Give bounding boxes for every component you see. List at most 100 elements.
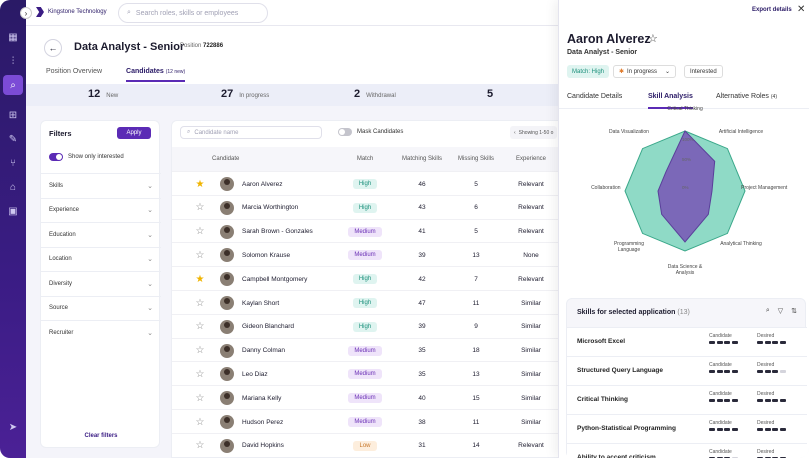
page-title: Data Analyst - Senior — [74, 41, 185, 53]
graduation-icon[interactable]: ⌂ — [9, 181, 17, 193]
tab-skill-analysis[interactable]: Skill Analysis — [648, 93, 693, 109]
star-icon[interactable]: ☆ — [195, 297, 205, 309]
close-icon[interactable]: ✕ — [797, 4, 806, 15]
collapse-nav-button[interactable]: › — [20, 7, 32, 19]
star-icon[interactable]: ★ — [195, 273, 205, 285]
show-interested-label: Show only interested — [68, 154, 124, 160]
branch-icon[interactable]: ⑂ — [10, 157, 16, 169]
back-button[interactable]: ← — [44, 39, 62, 57]
apply-filters-button[interactable]: Apply — [117, 127, 151, 139]
tab-alternative-roles[interactable]: Alternative Roles (4) — [716, 93, 777, 100]
filter-recruiter[interactable]: Recruiter ⌄ — [41, 320, 161, 344]
match-badge: Medium — [348, 417, 382, 427]
star-icon[interactable]: ☆ — [195, 226, 205, 238]
filter-skills[interactable]: Skills ⌄ — [41, 173, 161, 197]
skill-row[interactable]: Critical Thinking Candidate Desired — [567, 385, 807, 414]
export-details-link[interactable]: Export details — [752, 7, 792, 13]
tab-candidate-details[interactable]: Candidate Details — [567, 93, 623, 100]
chevron-left-icon[interactable]: ‹ — [514, 129, 516, 136]
dashboard-icon[interactable]: ▦ — [8, 31, 18, 43]
filter-label: Education — [49, 231, 76, 238]
status-dropdown[interactable]: ✱ In progress ⌄ — [613, 65, 677, 78]
mask-candidates-toggle[interactable] — [338, 128, 352, 136]
tab-candidates[interactable]: Candidates (12 new) — [126, 68, 186, 82]
search-talent-icon[interactable]: ⌕ — [3, 75, 23, 95]
interested-chip[interactable]: Interested — [684, 65, 723, 78]
table-row[interactable]: ☆ Kaylan Short High 47 11 Similar — [172, 290, 560, 314]
missing-skills-value: 18 — [472, 347, 480, 355]
star-icon[interactable]: ☆ — [195, 368, 205, 380]
search-icon[interactable]: ⌕ — [765, 307, 770, 314]
filter-education[interactable]: Education ⌄ — [41, 222, 161, 246]
stat-withdrawal[interactable]: 2 Withdrawal — [354, 88, 396, 100]
global-search-input[interactable]: ⌕ Search roles, skills or employees — [118, 3, 268, 23]
candidate-cell: Campbell Montgomery — [220, 267, 307, 291]
briefcase-icon[interactable]: ▣ — [8, 205, 18, 217]
radar-tick-label: 100% — [682, 137, 694, 142]
star-icon[interactable]: ☆ — [195, 202, 205, 214]
table-row[interactable]: ★ Campbell Montgomery High 42 7 Relevant — [172, 266, 560, 290]
pipeline-stats: 12 New 27 In progress 2 Withdrawal 5 — [26, 84, 558, 106]
star-icon[interactable]: ☆ — [195, 321, 205, 333]
star-icon[interactable]: ☆ — [195, 249, 205, 261]
match-badge: Medium — [348, 250, 382, 261]
col-match[interactable]: Match — [356, 155, 374, 162]
skill-row[interactable]: Python-Statistical Programming Candidate D… — [567, 414, 807, 443]
col-missing-skills[interactable]: Missing Skills — [457, 155, 494, 162]
sort-icon[interactable]: ⇅ — [791, 308, 797, 315]
skill-row[interactable]: Structured Query Language Candidate Desire… — [567, 356, 807, 385]
grid-icon[interactable]: ⊞ — [8, 109, 18, 121]
match-cell: Medium — [340, 243, 390, 267]
filter-experience[interactable]: Experience ⌄ — [41, 197, 161, 222]
table-row[interactable]: ★ Aaron Alverez High 46 5 Relevant — [172, 171, 560, 195]
desired-level-label: Desired — [757, 420, 775, 426]
pagination-info[interactable]: ‹ Showing 1-50 o — [510, 126, 558, 139]
star-icon[interactable]: ☆ — [195, 440, 205, 452]
candidate-name: Danny Colman — [242, 347, 285, 355]
candidate-search-input[interactable]: ⌕ Candidate name — [180, 126, 322, 139]
star-icon[interactable]: ★ — [195, 178, 205, 190]
star-icon[interactable]: ☆ — [648, 33, 658, 45]
matching-skills-value: 47 — [418, 299, 426, 307]
table-row[interactable]: ☆ Danny Colman Medium 35 18 Similar — [172, 337, 560, 362]
col-experience[interactable]: Experience — [515, 155, 547, 162]
tab-position-overview[interactable]: Position Overview — [46, 68, 103, 75]
col-candidate[interactable]: Candidate — [212, 155, 240, 162]
clear-filters-link[interactable]: Clear filters — [84, 433, 118, 439]
table-row[interactable]: ☆ Marcia Worthington High 43 6 Relevant — [172, 194, 560, 220]
table-row[interactable]: ☆ Mariana Kelly Medium 40 15 Similar — [172, 385, 560, 409]
filter-diversity[interactable]: Diversity ⌄ — [41, 271, 161, 295]
skill-row[interactable]: Ability to accept criticism Candidate Desi… — [567, 443, 807, 458]
stat-new[interactable]: 12 New — [88, 88, 119, 100]
table-row[interactable]: ☆ Leo Diaz Medium 35 13 Similar — [172, 361, 560, 385]
skill-row[interactable]: Microsoft Excel Candidate Desired — [567, 327, 807, 356]
filter-icon[interactable]: ▽ — [777, 308, 784, 315]
filter-source[interactable]: Source ⌄ — [41, 295, 161, 320]
match-badge: Medium — [348, 226, 382, 237]
radar-svg: 100% 50% 0% — [624, 130, 746, 252]
avatar — [220, 343, 234, 358]
table-row[interactable]: ☆ Solomon Krause Medium 39 13 None — [172, 242, 560, 266]
star-icon[interactable]: ☆ — [195, 345, 205, 357]
table-row[interactable]: ☆ Hudson Perez Medium 38 11 Similar — [172, 409, 560, 433]
table-row[interactable]: ☆ David Hopkins Low 31 14 Relevant — [172, 432, 560, 457]
chevron-down-icon: ⌄ — [147, 231, 153, 239]
missing-skills-value: 14 — [472, 442, 480, 450]
candidate-cell: Kaylan Short — [220, 291, 279, 315]
wrench-icon[interactable]: ✎ — [8, 133, 18, 145]
send-icon[interactable]: ➤ — [8, 421, 18, 433]
star-icon[interactable]: ☆ — [195, 392, 205, 404]
show-interested-toggle[interactable] — [49, 153, 63, 161]
stat-in-progress[interactable]: 27 In progress — [221, 88, 270, 100]
table-row[interactable]: ☆ Gideon Blanchard High 39 9 Similar — [172, 313, 560, 338]
match-badge: Medium — [348, 393, 382, 404]
sliders-icon[interactable]: ⫶ — [11, 55, 15, 67]
star-icon[interactable]: ☆ — [195, 416, 205, 428]
stat-other[interactable]: 5 — [487, 88, 494, 100]
col-matching-skills[interactable]: Matching Skills — [401, 155, 442, 162]
filter-location[interactable]: Location ⌄ — [41, 246, 161, 271]
match-cell: High — [340, 196, 390, 220]
chevron-down-icon: ⌄ — [147, 280, 153, 288]
table-row[interactable]: ☆ Sarah Brown - Gonzales Medium 41 5 Relevant — [172, 218, 560, 243]
